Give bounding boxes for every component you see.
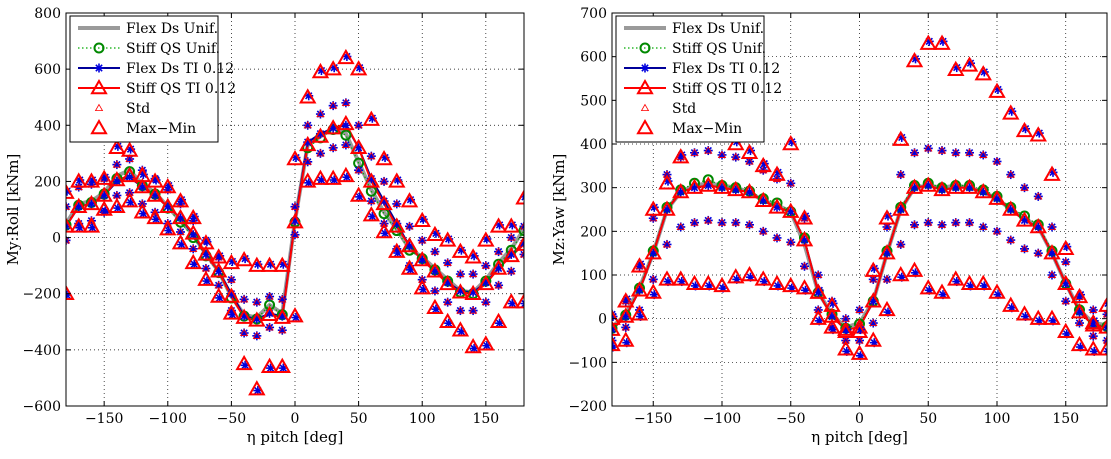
y-tick-label: 200 bbox=[580, 224, 607, 240]
x-axis-label: η pitch [deg] bbox=[247, 428, 344, 446]
legend-label: Stiff QS TI 0.12 bbox=[126, 81, 236, 97]
legend-marker-flex-ds-ti bbox=[95, 64, 104, 73]
y-tick-label: 100 bbox=[580, 268, 607, 284]
x-tick-label: 0 bbox=[855, 411, 864, 427]
y-tick-label: 300 bbox=[580, 181, 607, 197]
x-tick-label: 50 bbox=[350, 411, 368, 427]
y-tick-label: 500 bbox=[580, 93, 607, 109]
y-tick-label: −100 bbox=[569, 355, 607, 371]
x-tick-label: 100 bbox=[409, 411, 436, 427]
legend: Flex Ds Unif. Stiff QS Unif. Flex Ds TI 0.… bbox=[70, 16, 236, 142]
legend-label: Flex Ds Unif. bbox=[672, 21, 764, 37]
y-tick-label: 0 bbox=[598, 312, 607, 328]
y-tick-label: 400 bbox=[34, 118, 61, 134]
legend-label: Stiff QS Unif. bbox=[126, 41, 220, 57]
legend-label: Stiff QS Unif. bbox=[672, 41, 766, 57]
legend-marker-flex-ds-ti bbox=[641, 64, 650, 73]
y-axis-label: Mz:Yaw [kNm] bbox=[550, 154, 568, 266]
legend-label: Max−Min bbox=[126, 121, 196, 137]
legend-label: Flex Ds TI 0.12 bbox=[672, 61, 780, 77]
x-tick-label: −100 bbox=[149, 411, 187, 427]
x-tick-label: 100 bbox=[984, 411, 1011, 427]
y-tick-label: 600 bbox=[580, 50, 607, 66]
x-tick-label: 50 bbox=[919, 411, 937, 427]
x-tick-label: −150 bbox=[85, 411, 123, 427]
y-axis-label: My:Roll [kNm] bbox=[4, 154, 22, 266]
x-tick-label: −100 bbox=[703, 411, 741, 427]
legend: Flex Ds Unif. Stiff QS Unif. Flex Ds TI 0.… bbox=[616, 16, 782, 142]
legend-label: Max−Min bbox=[672, 121, 742, 137]
legend-label: Flex Ds Unif. bbox=[126, 21, 218, 37]
legend-label: Stiff QS TI 0.12 bbox=[672, 81, 782, 97]
x-tick-label: 150 bbox=[472, 411, 499, 427]
y-tick-label: −200 bbox=[23, 287, 61, 303]
x-tick-label: −50 bbox=[776, 411, 806, 427]
x-tick-label: 150 bbox=[1052, 411, 1079, 427]
y-tick-label: 800 bbox=[34, 6, 61, 22]
x-axis-label: η pitch [deg] bbox=[811, 428, 908, 446]
y-tick-label: −600 bbox=[23, 399, 61, 415]
y-tick-label: 400 bbox=[580, 137, 607, 153]
y-tick-label: 700 bbox=[580, 6, 607, 22]
x-tick-label: 0 bbox=[291, 411, 300, 427]
legend-label: Std bbox=[672, 101, 696, 117]
y-tick-label: −400 bbox=[23, 343, 61, 359]
y-tick-label: 600 bbox=[34, 62, 61, 78]
roll-plot: −150 −100 −50 0 50 100 150 −600 −400 −200 0 200 400 6… bbox=[4, 6, 531, 446]
legend-label: Std bbox=[126, 101, 150, 117]
y-tick-label: 0 bbox=[52, 231, 61, 247]
y-tick-label: 200 bbox=[34, 174, 61, 190]
legend-label: Flex Ds TI 0.12 bbox=[126, 61, 234, 77]
yaw-plot: −150 −100 −50 0 50 100 150 −200 −100 0 100 200 300 40… bbox=[550, 6, 1111, 446]
y-tick-label: −200 bbox=[569, 399, 607, 415]
x-tick-label: −150 bbox=[634, 411, 672, 427]
x-tick-label: −50 bbox=[217, 411, 247, 427]
